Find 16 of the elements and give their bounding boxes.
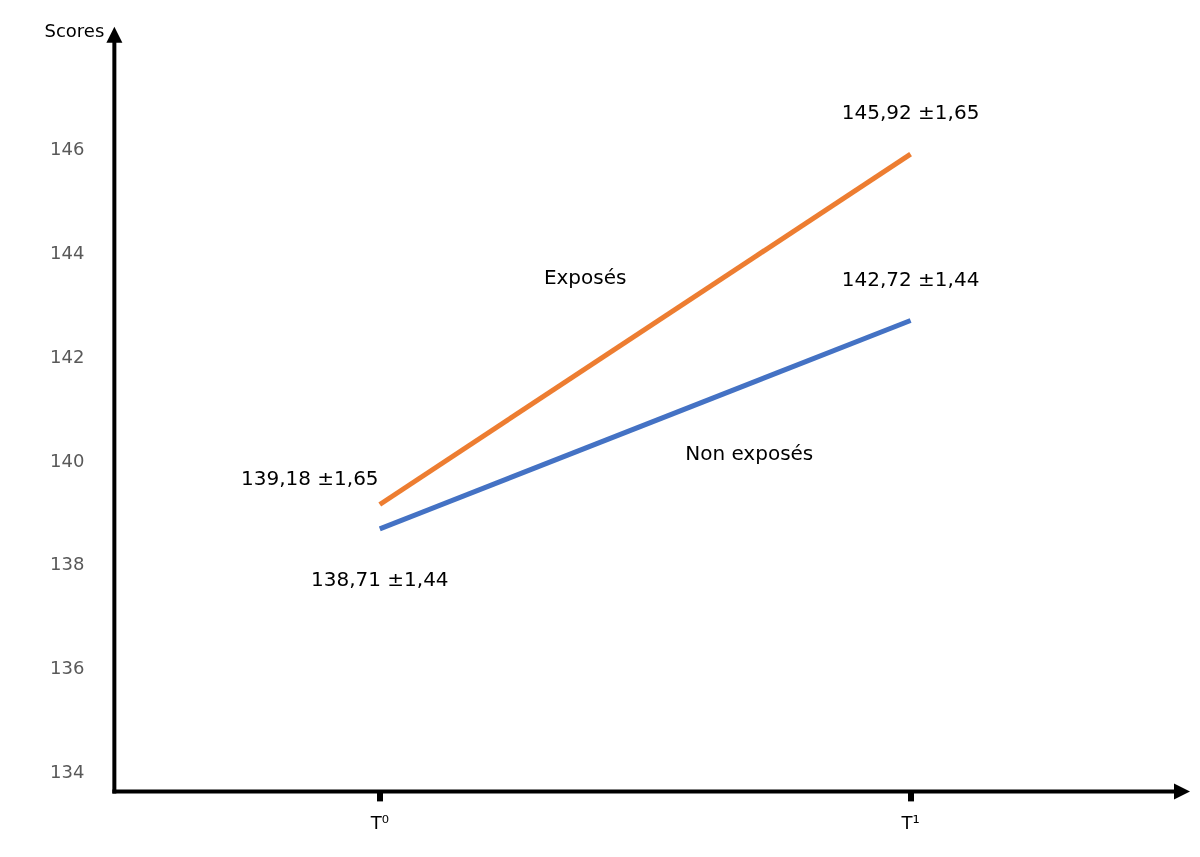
series-label: Non exposés (685, 440, 814, 465)
x-tick-label: T⁰ (369, 811, 389, 833)
y-axis-title: Scores (44, 20, 105, 42)
y-tick-label: 138 (50, 553, 85, 575)
y-tick-label: 140 (50, 449, 85, 471)
x-tick-label: T¹ (900, 811, 920, 833)
data-label: 139,18 ±1,65 (240, 465, 379, 490)
y-tick-label: 142 (50, 345, 85, 367)
data-label: 142,72 ±1,44 (841, 266, 980, 291)
y-tick-label: 144 (50, 241, 85, 263)
y-tick-label: 146 (50, 137, 85, 159)
y-tick-label: 134 (50, 761, 85, 783)
text: Exposés (543, 265, 627, 290)
data-label: 145,92 ±1,65 (841, 100, 980, 125)
data-label: 138,71 ±1,44 (310, 567, 449, 592)
y-tick-label: 136 (50, 657, 85, 679)
